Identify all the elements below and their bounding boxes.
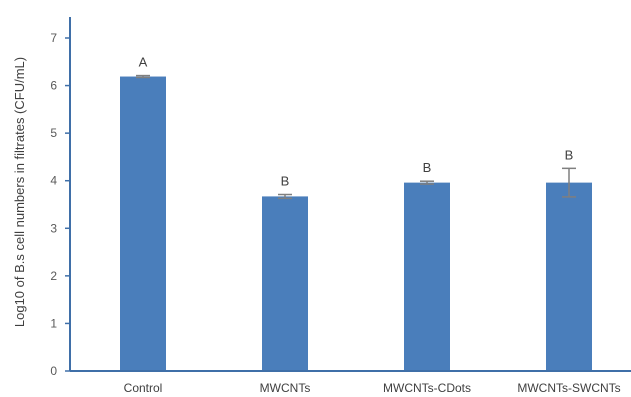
x-axis-categories: Control MWCNTs MWCNTs-CDots MWCNTs-SWCNTs xyxy=(124,381,621,395)
y-tick-label: 1 xyxy=(50,316,57,330)
y-axis-label-group: Log10 of B.s cell numbers in filtrates (… xyxy=(12,57,27,327)
y-tick-label: 3 xyxy=(50,221,57,235)
bar xyxy=(262,196,308,371)
y-tick-label: 2 xyxy=(50,269,57,283)
x-category-label: Control xyxy=(124,381,163,395)
bar xyxy=(546,182,592,371)
x-category-label: MWCNTs xyxy=(260,381,311,395)
y-tick-label: 4 xyxy=(50,174,57,188)
bar xyxy=(120,76,166,371)
y-axis-ticks: 0 1 2 3 4 5 6 7 xyxy=(50,31,70,378)
y-axis-label: Log10 of B.s cell numbers in filtrates (… xyxy=(12,57,27,327)
bars xyxy=(120,76,592,371)
y-tick-label: 7 xyxy=(50,31,57,45)
x-category-label: MWCNTs-CDots xyxy=(383,381,471,395)
significance-letter: A xyxy=(139,55,148,70)
significance-labels: A B B B xyxy=(139,55,574,189)
significance-letter: B xyxy=(423,160,432,175)
y-tick-label: 5 xyxy=(50,126,57,140)
x-category-label: MWCNTs-SWCNTs xyxy=(517,381,620,395)
significance-letter: B xyxy=(565,147,574,162)
significance-letter: B xyxy=(281,174,290,189)
bar xyxy=(404,182,450,371)
error-bars xyxy=(136,74,576,200)
y-tick-label: 0 xyxy=(50,364,57,378)
y-tick-label: 6 xyxy=(50,79,57,93)
